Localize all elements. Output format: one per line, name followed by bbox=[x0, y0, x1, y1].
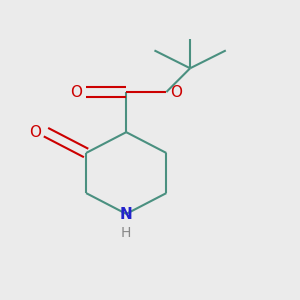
Text: O: O bbox=[170, 85, 182, 100]
Text: O: O bbox=[70, 85, 82, 100]
Text: N: N bbox=[120, 207, 133, 222]
Text: O: O bbox=[30, 125, 42, 140]
Text: H: H bbox=[121, 226, 131, 240]
